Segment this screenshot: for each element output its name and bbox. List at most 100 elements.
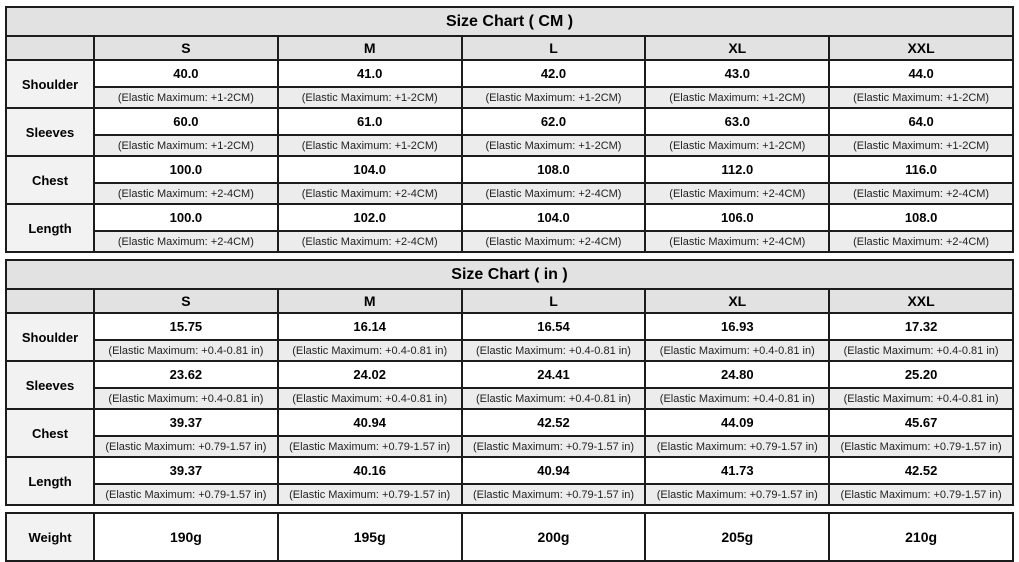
size-header-xl: XL [644, 288, 831, 314]
elastic-maximum-note: (Elastic Maximum: +0.79-1.57 in) [276, 483, 463, 506]
measurement-value: 104.0 [460, 203, 647, 232]
measurement-value: 43.0 [644, 59, 831, 88]
elastic-maximum-note: (Elastic Maximum: +1-2CM) [460, 134, 647, 157]
measurement-value: 39.37 [93, 456, 279, 485]
size-chart-cm-table: Size Chart ( CM ) S M L XL XXL Shoulder 40.0 41.… [5, 6, 1014, 253]
elastic-maximum-note: (Elastic Maximum: +2-4CM) [644, 230, 831, 253]
elastic-maximum-note: (Elastic Maximum: +1-2CM) [460, 86, 647, 109]
measurement-value: 108.0 [828, 203, 1014, 232]
elastic-maximum-note: (Elastic Maximum: +1-2CM) [276, 86, 463, 109]
elastic-maximum-note: (Elastic Maximum: +0.79-1.57 in) [644, 483, 831, 506]
measurement-value: 62.0 [460, 107, 647, 136]
measurement-value: 39.37 [93, 408, 279, 437]
elastic-maximum-note: (Elastic Maximum: +0.79-1.57 in) [93, 483, 279, 506]
elastic-maximum-note: (Elastic Maximum: +0.4-0.81 in) [644, 339, 831, 362]
elastic-maximum-note: (Elastic Maximum: +2-4CM) [828, 182, 1014, 205]
measurement-value: 24.80 [644, 360, 831, 389]
elastic-maximum-note: (Elastic Maximum: +0.4-0.81 in) [93, 339, 279, 362]
elastic-maximum-note: (Elastic Maximum: +2-4CM) [828, 230, 1014, 253]
measurement-value: 25.20 [828, 360, 1014, 389]
elastic-maximum-note: (Elastic Maximum: +2-4CM) [460, 182, 647, 205]
elastic-maximum-note: (Elastic Maximum: +1-2CM) [644, 86, 831, 109]
weight-value: 190g [93, 512, 279, 562]
measurement-label: Length [5, 203, 95, 253]
elastic-maximum-note: (Elastic Maximum: +1-2CM) [276, 134, 463, 157]
measurement-label: Sleeves [5, 107, 95, 157]
measurement-value: 42.0 [460, 59, 647, 88]
measurement-value: 112.0 [644, 155, 831, 184]
measurement-label: Chest [5, 408, 95, 458]
size-header-l: L [460, 35, 647, 61]
measurement-label: Sleeves [5, 360, 95, 410]
corner-cell [5, 288, 95, 314]
elastic-maximum-note: (Elastic Maximum: +0.4-0.81 in) [460, 339, 647, 362]
elastic-maximum-note: (Elastic Maximum: +0.79-1.57 in) [828, 483, 1014, 506]
measurement-value: 60.0 [93, 107, 279, 136]
measurement-value: 40.94 [460, 456, 647, 485]
elastic-maximum-note: (Elastic Maximum: +1-2CM) [93, 134, 279, 157]
elastic-maximum-note: (Elastic Maximum: +0.4-0.81 in) [644, 387, 831, 410]
elastic-maximum-note: (Elastic Maximum: +0.79-1.57 in) [460, 483, 647, 506]
elastic-maximum-note: (Elastic Maximum: +0.4-0.81 in) [828, 339, 1014, 362]
size-header-m: M [276, 35, 463, 61]
elastic-maximum-note: (Elastic Maximum: +0.79-1.57 in) [828, 435, 1014, 458]
elastic-maximum-note: (Elastic Maximum: +0.4-0.81 in) [276, 387, 463, 410]
measurement-label: Shoulder [5, 59, 95, 109]
corner-cell [5, 35, 95, 61]
size-header-xl: XL [644, 35, 831, 61]
measurement-value: 24.02 [276, 360, 463, 389]
elastic-maximum-note: (Elastic Maximum: +0.79-1.57 in) [460, 435, 647, 458]
elastic-maximum-note: (Elastic Maximum: +2-4CM) [276, 230, 463, 253]
measurement-value: 45.67 [828, 408, 1014, 437]
measurement-value: 24.41 [460, 360, 647, 389]
measurement-value: 23.62 [93, 360, 279, 389]
size-chart-in-table: Size Chart ( in ) S M L XL XXL Shoulder 15.75 16… [5, 259, 1014, 506]
measurement-value: 16.93 [644, 312, 831, 341]
measurement-value: 41.0 [276, 59, 463, 88]
weight-label: Weight [5, 512, 95, 562]
table-title: Size Chart ( in ) [5, 259, 1014, 290]
elastic-maximum-note: (Elastic Maximum: +2-4CM) [276, 182, 463, 205]
elastic-maximum-note: (Elastic Maximum: +2-4CM) [93, 182, 279, 205]
size-header-s: S [93, 288, 279, 314]
measurement-label: Chest [5, 155, 95, 205]
weight-value: 210g [828, 512, 1014, 562]
measurement-value: 15.75 [93, 312, 279, 341]
weight-value: 200g [460, 512, 647, 562]
measurement-value: 40.94 [276, 408, 463, 437]
elastic-maximum-note: (Elastic Maximum: +0.4-0.81 in) [828, 387, 1014, 410]
elastic-maximum-note: (Elastic Maximum: +1-2CM) [828, 86, 1014, 109]
size-chart-tables-container: Size Chart ( CM ) S M L XL XXL Shoulder 40.0 41.… [5, 6, 1014, 562]
weight-table: Weight 190g 195g 200g 205g 210g [5, 512, 1014, 562]
measurement-value: 116.0 [828, 155, 1014, 184]
measurement-value: 40.0 [93, 59, 279, 88]
table-title: Size Chart ( CM ) [5, 6, 1014, 37]
elastic-maximum-note: (Elastic Maximum: +0.79-1.57 in) [644, 435, 831, 458]
elastic-maximum-note: (Elastic Maximum: +2-4CM) [644, 182, 831, 205]
elastic-maximum-note: (Elastic Maximum: +2-4CM) [460, 230, 647, 253]
size-header-s: S [93, 35, 279, 61]
measurement-value: 108.0 [460, 155, 647, 184]
elastic-maximum-note: (Elastic Maximum: +0.79-1.57 in) [93, 435, 279, 458]
size-header-xxl: XXL [828, 35, 1014, 61]
measurement-value: 42.52 [828, 456, 1014, 485]
size-header-xxl: XXL [828, 288, 1014, 314]
measurement-value: 44.0 [828, 59, 1014, 88]
size-header-m: M [276, 288, 463, 314]
measurement-value: 41.73 [644, 456, 831, 485]
weight-value: 205g [644, 512, 831, 562]
elastic-maximum-note: (Elastic Maximum: +0.4-0.81 in) [93, 387, 279, 410]
measurement-value: 44.09 [644, 408, 831, 437]
elastic-maximum-note: (Elastic Maximum: +2-4CM) [93, 230, 279, 253]
elastic-maximum-note: (Elastic Maximum: +0.4-0.81 in) [460, 387, 647, 410]
measurement-value: 16.54 [460, 312, 647, 341]
measurement-value: 104.0 [276, 155, 463, 184]
measurement-label: Shoulder [5, 312, 95, 362]
size-header-l: L [460, 288, 647, 314]
elastic-maximum-note: (Elastic Maximum: +1-2CM) [644, 134, 831, 157]
measurement-value: 42.52 [460, 408, 647, 437]
measurement-value: 61.0 [276, 107, 463, 136]
measurement-value: 17.32 [828, 312, 1014, 341]
elastic-maximum-note: (Elastic Maximum: +1-2CM) [828, 134, 1014, 157]
